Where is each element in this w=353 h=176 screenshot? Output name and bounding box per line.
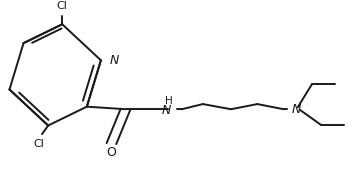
Text: Cl: Cl <box>57 1 68 11</box>
Text: N: N <box>109 54 119 67</box>
Text: N: N <box>291 103 301 116</box>
Text: Cl: Cl <box>33 139 44 149</box>
Text: N: N <box>161 104 170 117</box>
Text: O: O <box>107 146 116 159</box>
Text: H: H <box>165 96 173 106</box>
